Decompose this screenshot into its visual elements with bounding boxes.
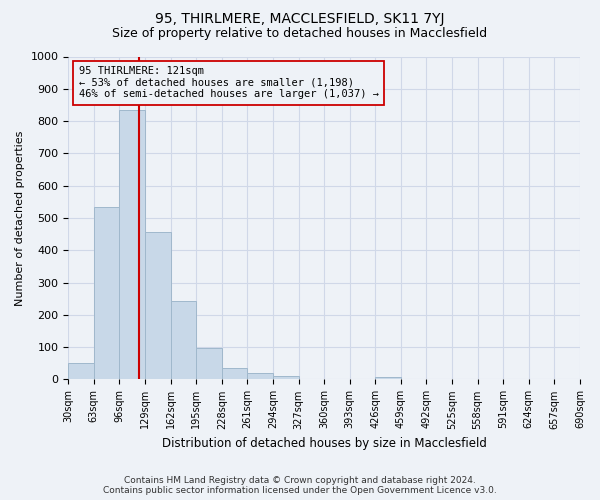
Bar — [273, 376, 299, 380]
Bar — [94, 206, 119, 380]
Y-axis label: Number of detached properties: Number of detached properties — [15, 130, 25, 306]
Bar — [222, 368, 247, 380]
Bar — [247, 372, 273, 380]
Bar — [68, 362, 94, 380]
Text: Size of property relative to detached houses in Macclesfield: Size of property relative to detached ho… — [112, 28, 488, 40]
Text: 95 THIRLMERE: 121sqm
← 53% of detached houses are smaller (1,198)
46% of semi-de: 95 THIRLMERE: 121sqm ← 53% of detached h… — [79, 66, 379, 100]
Bar — [145, 232, 170, 380]
X-axis label: Distribution of detached houses by size in Macclesfield: Distribution of detached houses by size … — [162, 437, 487, 450]
Bar — [376, 377, 401, 380]
Text: Contains HM Land Registry data © Crown copyright and database right 2024.
Contai: Contains HM Land Registry data © Crown c… — [103, 476, 497, 495]
Text: 95, THIRLMERE, MACCLESFIELD, SK11 7YJ: 95, THIRLMERE, MACCLESFIELD, SK11 7YJ — [155, 12, 445, 26]
Bar — [119, 110, 145, 380]
Bar — [170, 302, 196, 380]
Bar — [196, 348, 222, 380]
